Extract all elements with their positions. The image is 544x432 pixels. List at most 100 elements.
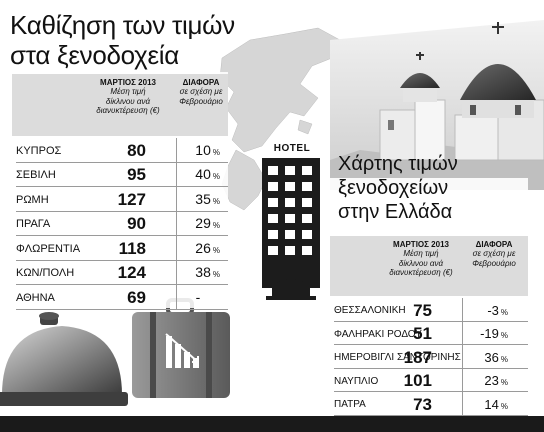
- table-row: ΑΘΗΝΑ 69 -: [16, 285, 228, 310]
- row-diff-cell: -: [176, 289, 220, 307]
- row-diff: 23: [484, 373, 499, 388]
- right-col2-title: ΔΙΑΦΟΡΑ: [475, 240, 513, 249]
- row-diff: 26: [195, 239, 211, 256]
- row-city: ΡΩΜΗ: [16, 193, 49, 206]
- row-diff-cell: -3%: [462, 302, 508, 320]
- row-diff-cell: 36%: [462, 349, 508, 367]
- row-diff-cell: 23%: [462, 372, 508, 390]
- table-row: ΘΕΣΣΑΛΟΝΙΚΗ 75 -3%: [334, 298, 528, 323]
- left-title-line1: Καθίζηση των τιμών: [10, 10, 235, 40]
- row-percent-sign: %: [500, 354, 508, 364]
- row-diff-cell: -19%: [462, 325, 508, 343]
- row-divider: [334, 391, 528, 392]
- row-price: 95: [127, 165, 146, 184]
- row-percent-sign: %: [500, 401, 508, 411]
- right-col1-header: ΜΑΡΤΙΟΣ 2013 Μέση τιμή δίκλινου ανά διαν…: [374, 240, 468, 278]
- right-title-line1: Χάρτης τιμών: [338, 153, 458, 175]
- row-divider: [16, 284, 228, 285]
- row-diff-cell: 38%: [176, 264, 220, 282]
- row-divider: [16, 308, 228, 310]
- right-col2-header: ΔΙΑΦΟΡΑ σε σχέση με Φεβρουάριο: [460, 240, 528, 268]
- right-col1-sub3: διανυκτέρευση (€): [389, 268, 453, 277]
- row-percent-sign: %: [212, 147, 220, 157]
- table-row: ΚΩΝ/ΠΟΛΗ 124 38%: [16, 261, 228, 286]
- row-divider: [334, 414, 528, 416]
- row-city: ΚΩΝ/ΠΟΛΗ: [16, 267, 75, 279]
- reception-bell-icon: [0, 312, 128, 406]
- row-percent-sign: %: [500, 378, 508, 387]
- row-city: ΝΑΥΠΛΙΟ: [334, 375, 379, 387]
- row-percent-sign: %: [212, 245, 220, 255]
- row-diff-cell: 40%: [176, 166, 220, 184]
- row-percent-sign: %: [212, 221, 220, 230]
- right-col1-title: ΜΑΡΤΙΟΣ 2013: [393, 240, 449, 249]
- right-title-line3: στην Ελλάδα: [338, 201, 453, 223]
- left-col2-header: ΔΙΑΦΟΡΑ σε σχέση με Φεβρουάριο: [170, 78, 232, 106]
- row-divider: [334, 367, 528, 369]
- row-city: ΗΜΕΡΟΒΙΓΛΙ ΣΑΝΤΟΡΙΝΗΣ: [334, 352, 461, 363]
- row-percent-sign: %: [212, 196, 220, 206]
- left-col2-sub2: Φεβρουάριο: [179, 96, 223, 106]
- row-divider: [16, 161, 228, 163]
- row-diff: 38: [195, 264, 211, 280]
- row-diff: 14: [484, 396, 499, 412]
- row-diff: 40: [195, 166, 211, 182]
- row-city: ΑΘΗΝΑ: [16, 291, 55, 304]
- left-col2-title: ΔΙΑΦΟΡΑ: [182, 78, 220, 87]
- row-city: ΘΕΣΣΑΛΟΝΙΚΗ: [334, 305, 406, 316]
- row-diff: 35: [195, 190, 211, 207]
- left-header-band: [12, 74, 228, 136]
- table-row: ΡΩΜΗ 127 35%: [16, 187, 228, 212]
- row-divider: [334, 320, 528, 322]
- table-row: ΝΑΥΠΛΙΟ 101 23%: [334, 369, 528, 394]
- left-col1-sub3: διανυκτέρευση (€): [96, 106, 160, 115]
- footer-band: [0, 416, 544, 432]
- row-price: 124: [117, 263, 146, 282]
- right-title-line2: ξενοδοχείων: [338, 177, 449, 199]
- table-row: ΦΛΩΡΕΝΤΙΑ 118 26%: [16, 236, 228, 261]
- row-price: 127: [117, 189, 146, 209]
- column-divider: [176, 138, 177, 309]
- hotel-sign: HOTEL: [273, 143, 311, 154]
- row-percent-sign: %: [500, 331, 508, 340]
- left-col2-sub1: σε σχέση με: [179, 87, 223, 96]
- column-divider: [462, 298, 463, 415]
- row-divider: [16, 210, 228, 212]
- right-table-panel: [330, 178, 528, 418]
- left-col1-title: ΜΑΡΤΙΟΣ 2013: [100, 78, 156, 87]
- row-diff-cell: 26%: [176, 240, 220, 258]
- row-diff: 10: [195, 141, 211, 158]
- table-row: ΦΑΛΗΡΑΚΙ ΡΟΔΟΥ 51 -19%: [334, 322, 528, 347]
- right-col2-sub2: Φεβρουάριο: [472, 258, 516, 268]
- left-col1-sub2: δίκλινου ανά: [105, 96, 151, 106]
- row-diff: 36: [484, 349, 499, 365]
- row-price: 75: [413, 300, 432, 320]
- row-diff: -: [195, 288, 201, 305]
- row-divider: [16, 259, 228, 261]
- row-diff: 29: [195, 215, 211, 231]
- row-diff-cell: 29%: [176, 215, 220, 233]
- table-row: ΗΜΕΡΟΒΙΓΛΙ ΣΑΝΤΟΡΙΝΗΣ 187 36%: [334, 345, 528, 370]
- row-price: 69: [127, 287, 146, 307]
- hotel-building-icon: [262, 158, 320, 300]
- table-row: ΣΕΒΙΛΗ 95 40%: [16, 163, 228, 188]
- row-diff: -3: [487, 302, 499, 318]
- row-price: 101: [403, 371, 432, 390]
- row-price: 187: [403, 347, 432, 367]
- right-col1-sub2: δίκλινου ανά: [398, 258, 444, 268]
- table-row: ΠΑΤΡΑ 73 14%: [334, 392, 528, 417]
- row-diff-cell: 35%: [176, 191, 220, 209]
- left-col1-sub1: Μέση τιμή: [110, 87, 146, 96]
- row-city: ΠΡΑΓΑ: [16, 218, 51, 230]
- row-diff-cell: 10%: [176, 142, 220, 160]
- row-city: ΦΛΩΡΕΝΤΙΑ: [16, 242, 81, 255]
- suitcase-icon: [132, 298, 230, 398]
- row-divider: [16, 235, 228, 236]
- row-percent-sign: %: [500, 307, 508, 317]
- table-row: ΠΡΑΓΑ 90 29%: [16, 212, 228, 237]
- row-divider: [334, 344, 528, 345]
- row-diff-cell: 14%: [462, 396, 508, 414]
- table-row: ΚΥΠΡΟΣ 80 10%: [16, 138, 228, 163]
